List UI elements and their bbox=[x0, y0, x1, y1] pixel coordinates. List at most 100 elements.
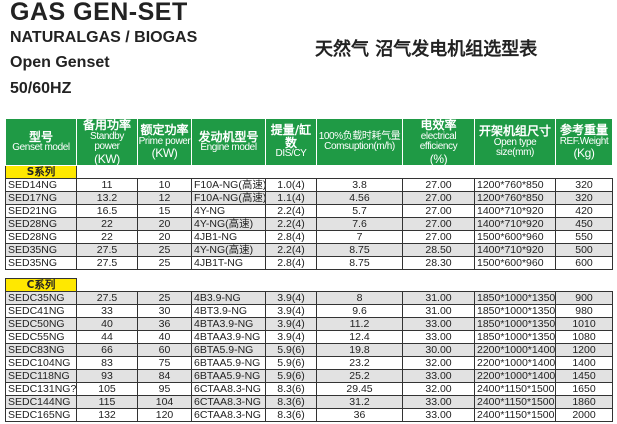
table-cell: 31.2 bbox=[316, 395, 403, 410]
table-cell: 95 bbox=[137, 382, 192, 397]
table-row: SEDC131NG? 105 95 6CTAA8.3-NG 8.3(6) 29.45 32.… bbox=[5, 382, 613, 397]
table-cell: 132 bbox=[76, 408, 138, 423]
table-cell: 11 bbox=[76, 178, 138, 193]
table-cell: 25.2 bbox=[316, 369, 403, 384]
table-cell: 320 bbox=[555, 178, 613, 193]
table-cell: 550 bbox=[555, 230, 613, 245]
table-cell: 450 bbox=[555, 217, 613, 232]
column-header: 开架机组尺寸 Open type size(mm) bbox=[474, 117, 556, 167]
table-cell: F10A-NG(高速) bbox=[191, 178, 266, 193]
table-cell: F10A-NG(高速) bbox=[191, 191, 266, 206]
table-cell: SED14NG bbox=[5, 178, 77, 193]
table-cell: SEDC104NG bbox=[5, 356, 77, 371]
table-row: SEDC144NG 115 104 6CTAA8.3-NG 8.3(6) 31.2 33.0… bbox=[5, 395, 613, 410]
column-header: 参考重量 REF.Weight (Kg) bbox=[555, 117, 613, 167]
header-unit: (KW) bbox=[151, 146, 178, 161]
table-row: SEDC41NG 33 30 4BT3.9-NG 3.9(4) 9.6 31.00 1850*… bbox=[5, 304, 613, 319]
table-cell: 75 bbox=[137, 356, 192, 371]
table-cell: 33 bbox=[76, 304, 138, 319]
table-cell: 4Y-NG bbox=[191, 204, 266, 219]
table-row: SED21NG 16.5 15 4Y-NG 2.2(4) 5.7 27.00 1400*710… bbox=[5, 204, 613, 219]
table-cell: 420 bbox=[555, 204, 613, 219]
header-zh: 开架机组尺寸 bbox=[478, 124, 551, 139]
table-cell: 4.56 bbox=[316, 191, 403, 206]
table-cell: 27.00 bbox=[402, 230, 475, 245]
spacer bbox=[6, 270, 613, 279]
header-en: electrical efficiency bbox=[419, 130, 458, 153]
table-cell: 1650 bbox=[555, 382, 613, 397]
table-cell: 1400 bbox=[555, 356, 613, 371]
table-cell: 1450 bbox=[555, 369, 613, 384]
table-cell: 2200*1000*1400 bbox=[474, 343, 556, 358]
table-row: SED17NG 13.2 12 F10A-NG(高速) 1.1(4) 4.56 27.00 1… bbox=[5, 191, 613, 206]
table-cell: 11.2 bbox=[316, 317, 403, 332]
spacer bbox=[76, 278, 613, 292]
table-cell: 8.3(6) bbox=[265, 382, 317, 397]
table-cell: 13.2 bbox=[76, 191, 138, 206]
table-cell: 2400*1150*1500 bbox=[474, 408, 556, 423]
table-cell: 33.00 bbox=[402, 369, 475, 384]
table-cell: SEDC131NG? bbox=[5, 382, 77, 397]
table-cell: 5.9(6) bbox=[265, 356, 317, 371]
table-cell: 27.00 bbox=[402, 191, 475, 206]
table-cell: 1850*1000*1350 bbox=[474, 304, 556, 319]
table-cell: 33.00 bbox=[402, 395, 475, 410]
table-cell: 20 bbox=[137, 217, 192, 232]
table-cell: 22 bbox=[76, 217, 138, 232]
table-cell: SED17NG bbox=[5, 191, 77, 206]
table-cell: SED28NG bbox=[5, 217, 77, 232]
table-cell: 1400*710*920 bbox=[474, 204, 556, 219]
table-cell: 4Y-NG(高速) bbox=[191, 217, 266, 232]
table-cell: 3.9(4) bbox=[265, 304, 317, 319]
table-cell: 22 bbox=[76, 230, 138, 245]
title-main: GAS GEN-SET bbox=[10, 0, 188, 26]
table-cell: 29.45 bbox=[316, 382, 403, 397]
table-row: SEDC83NG 66 60 6BTA5.9-NG 5.9(6) 19.8 30.00 220… bbox=[5, 343, 613, 358]
header-zh: 发动机型号 bbox=[198, 129, 259, 144]
table-cell: 1.1(4) bbox=[265, 191, 317, 206]
table-cell: 23.2 bbox=[316, 356, 403, 371]
table-cell: 3.9(4) bbox=[265, 317, 317, 332]
table-cell: 40 bbox=[76, 317, 138, 332]
table-cell: 2400*1150*1500 bbox=[474, 395, 556, 410]
header-en: Standby power bbox=[90, 130, 124, 153]
table-row: SEDC50NG 40 36 4BTA3.9-NG 3.9(4) 11.2 33.00 185… bbox=[5, 317, 613, 332]
table-cell: 20 bbox=[137, 230, 192, 245]
table-cell: 6CTAA8.3-NG bbox=[191, 408, 266, 423]
table-cell: 2.8(4) bbox=[265, 230, 317, 245]
header-en: REF.Weight bbox=[559, 135, 609, 147]
table-cell: 27.00 bbox=[402, 204, 475, 219]
header-zh: 额定功率 bbox=[140, 123, 189, 138]
header-en: Prime power bbox=[138, 135, 191, 147]
table-row: SED28NG 22 20 4Y-NG(高速) 2.2(4) 7.6 27.00 1400*7… bbox=[5, 217, 613, 232]
table-cell: 8.75 bbox=[316, 256, 403, 271]
table-cell: 115 bbox=[76, 395, 138, 410]
table-cell: 10 bbox=[137, 178, 192, 193]
table-cell: 2.2(4) bbox=[265, 204, 317, 219]
header-zh: 电效率 bbox=[420, 118, 457, 132]
table-cell: 104 bbox=[137, 395, 192, 410]
table-cell: 12.4 bbox=[316, 330, 403, 345]
table-cell: 27.5 bbox=[76, 243, 138, 258]
table-cell: 2200*1000*1400 bbox=[474, 369, 556, 384]
header-zh: 100%负载时耗气量 bbox=[318, 130, 401, 142]
header-unit: (%) bbox=[429, 151, 448, 166]
header-unit: (Kg) bbox=[573, 146, 595, 161]
header-en: Open type size(mm) bbox=[493, 136, 537, 159]
table-row: SED14NG 11 10 F10A-NG(高速) 1.0(4) 3.8 27.00 1200… bbox=[5, 178, 613, 193]
table-cell: 12 bbox=[137, 191, 192, 206]
table-cell: 1500*600*960 bbox=[474, 256, 556, 271]
header-zh: 备用功率 bbox=[82, 118, 131, 132]
table-cell: 2400*1150*1500 bbox=[474, 382, 556, 397]
table-cell: SED35NG bbox=[5, 256, 77, 271]
table-cell: SED28NG bbox=[5, 230, 77, 245]
column-header: 备用功率 Standby power (KW) bbox=[76, 117, 138, 167]
table-row: SED35NG 27.5 25 4JB1T-NG 2.8(4) 8.75 28.30 1500… bbox=[5, 256, 613, 271]
table-cell: 27.5 bbox=[76, 291, 138, 306]
column-header: 100%负载时耗气量 Comsuption(m/h) bbox=[316, 117, 403, 167]
table-cell: 7.6 bbox=[316, 217, 403, 232]
table-cell: 2200*1000*1400 bbox=[474, 356, 556, 371]
table-cell: SEDC55NG bbox=[5, 330, 77, 345]
title-frequency: 50/60HZ bbox=[10, 80, 72, 97]
table-cell: 83 bbox=[76, 356, 138, 371]
